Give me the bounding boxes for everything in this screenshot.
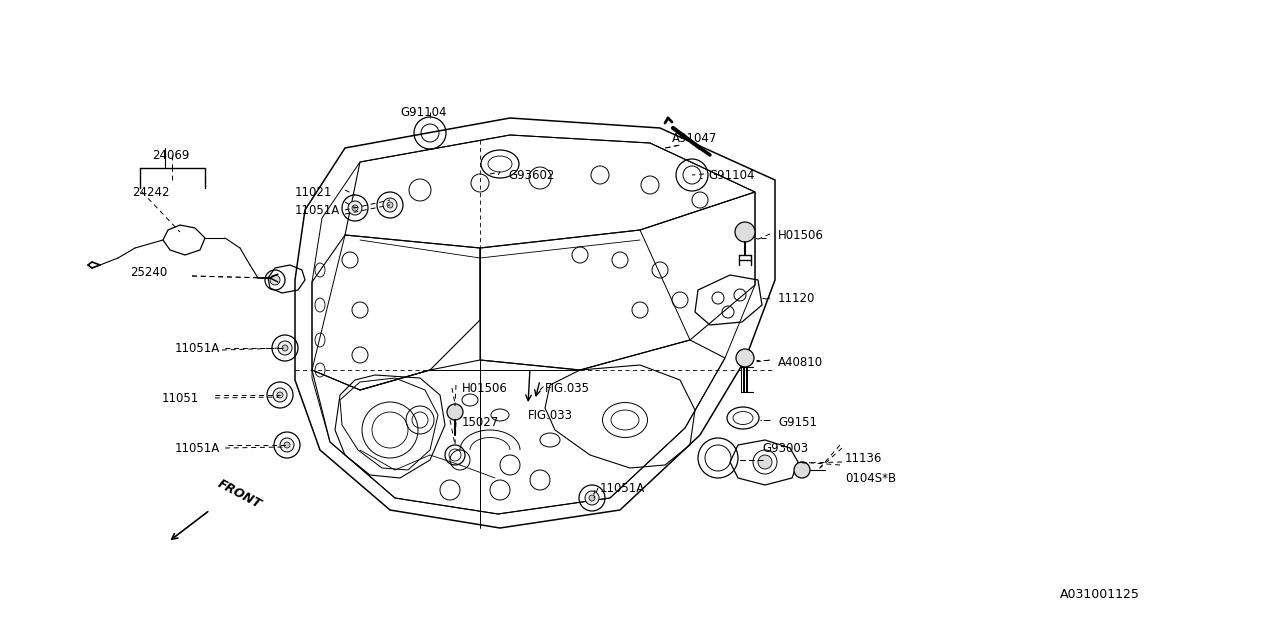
Circle shape <box>282 345 288 351</box>
Text: 15027: 15027 <box>462 415 499 429</box>
Text: 11136: 11136 <box>845 451 882 465</box>
Circle shape <box>589 495 595 501</box>
Text: 0104S*B: 0104S*B <box>845 472 896 484</box>
Circle shape <box>273 388 287 402</box>
Circle shape <box>348 201 362 215</box>
Text: A031001125: A031001125 <box>1060 589 1140 602</box>
Circle shape <box>735 222 755 242</box>
Text: 24069: 24069 <box>152 148 189 161</box>
Text: H01506: H01506 <box>778 228 824 241</box>
Circle shape <box>758 455 772 469</box>
Circle shape <box>278 341 292 355</box>
Text: A40810: A40810 <box>778 355 823 369</box>
Circle shape <box>585 491 599 505</box>
Text: A91047: A91047 <box>672 131 717 145</box>
Text: G93003: G93003 <box>762 442 808 454</box>
Text: G91104: G91104 <box>399 106 447 118</box>
Circle shape <box>352 205 358 211</box>
Text: 11051A: 11051A <box>294 204 340 216</box>
Text: H01506: H01506 <box>462 381 508 394</box>
Text: FRONT: FRONT <box>215 477 264 511</box>
Circle shape <box>447 404 463 420</box>
Circle shape <box>276 392 283 398</box>
Text: G9151: G9151 <box>778 415 817 429</box>
Circle shape <box>270 275 280 285</box>
Text: 11051: 11051 <box>163 392 200 404</box>
Circle shape <box>280 438 294 452</box>
Circle shape <box>383 198 397 212</box>
Text: 11051A: 11051A <box>175 442 220 454</box>
Text: 24242: 24242 <box>132 186 169 198</box>
Text: 11021: 11021 <box>294 186 333 198</box>
Circle shape <box>736 349 754 367</box>
Text: 11051A: 11051A <box>600 481 645 495</box>
Circle shape <box>794 462 810 478</box>
Text: FIG.035: FIG.035 <box>545 381 590 394</box>
Text: 11120: 11120 <box>778 291 815 305</box>
Circle shape <box>284 442 291 448</box>
Text: 11051A: 11051A <box>175 342 220 355</box>
Text: 25240: 25240 <box>131 266 168 278</box>
Text: G91104: G91104 <box>708 168 754 182</box>
Text: G93602: G93602 <box>508 168 554 182</box>
Circle shape <box>387 202 393 208</box>
Text: FIG.033: FIG.033 <box>529 408 573 422</box>
